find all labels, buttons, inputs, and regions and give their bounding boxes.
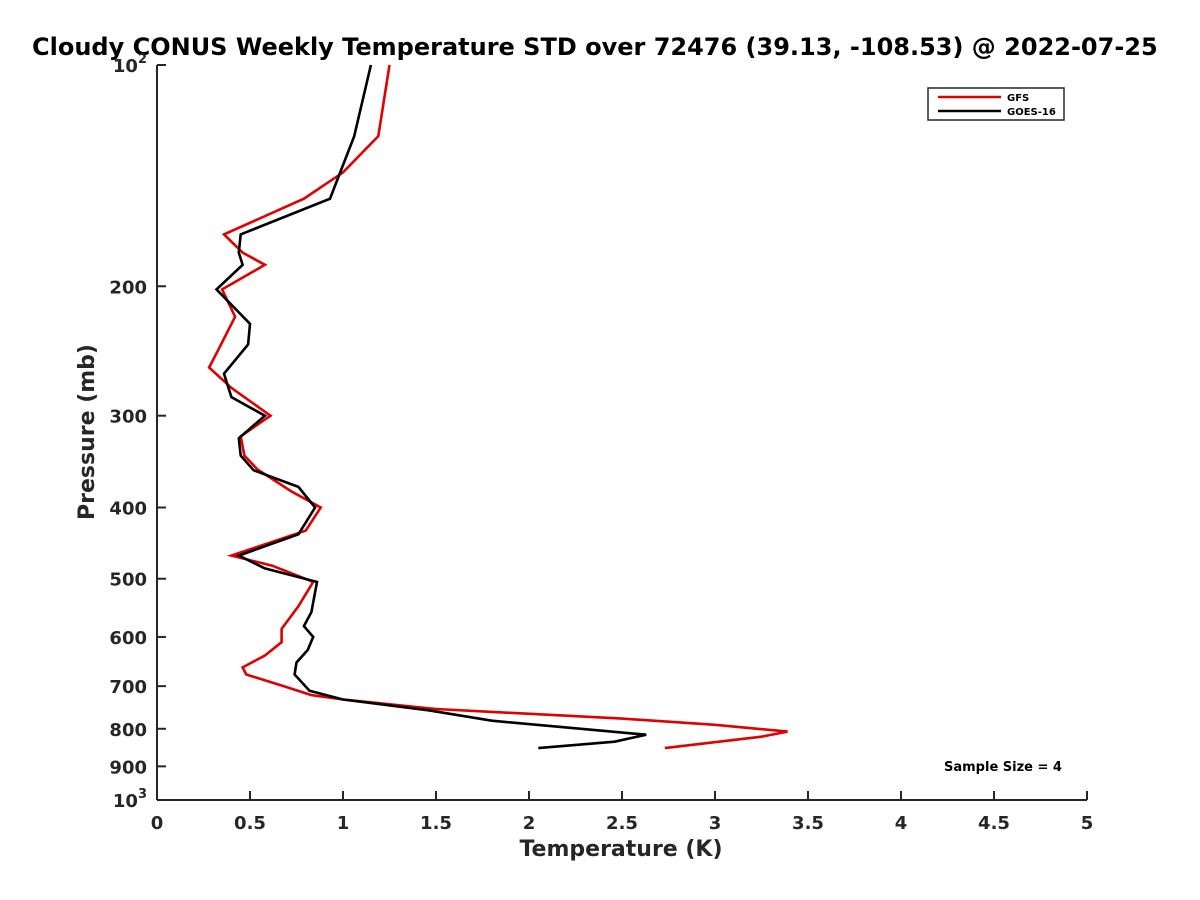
- x-tick-label: 1.5: [420, 813, 452, 834]
- x-tick-label: 0: [151, 813, 164, 834]
- x-tick-label: 4.5: [978, 813, 1010, 834]
- y-tick-label: 700: [109, 677, 147, 698]
- legend: GFS GOES-16: [927, 87, 1065, 121]
- y-tick-base: 10: [113, 791, 138, 812]
- x-tick-label: 0.5: [234, 813, 266, 834]
- legend-label: GFS: [1007, 93, 1029, 104]
- x-axis-label: Temperature (K): [519, 837, 722, 862]
- legend-items: GFS GOES-16: [938, 93, 1056, 118]
- x-tick-label: 3.5: [792, 813, 824, 834]
- y-tick-exponent: 2: [138, 52, 147, 67]
- y-tick-label: 500: [109, 570, 147, 591]
- y-tick-base: 10: [113, 56, 138, 77]
- series-lines: [207, 64, 788, 750]
- x-tick-label: 4: [895, 813, 908, 834]
- legend-label: GOES-16: [1007, 107, 1056, 118]
- y-tick-label: 800: [109, 720, 147, 741]
- y-tick-label: 102: [113, 52, 147, 77]
- x-tick-label: 5: [1081, 813, 1094, 834]
- y-tick-label: 900: [109, 757, 147, 778]
- y-tick-label: 300: [109, 407, 147, 428]
- y-tick-label: 103: [113, 787, 147, 812]
- y-tick-label: 400: [109, 499, 147, 520]
- y-tick-label: 200: [109, 277, 147, 298]
- legend-box: [927, 87, 1065, 121]
- y-axis-label: Pressure (mb): [75, 344, 100, 520]
- chart-title: Cloudy CONUS Weekly Temperature STD over…: [32, 33, 1158, 61]
- x-tick-label: 2.5: [606, 813, 638, 834]
- y-tick-exponent: 3: [138, 787, 147, 802]
- x-tick-label: 2: [523, 813, 536, 834]
- series-line-goes-16: [214, 64, 647, 750]
- x-tick-label: 3: [709, 813, 722, 834]
- y-tick-label: 600: [109, 628, 147, 649]
- x-tick-label: 1: [337, 813, 350, 834]
- x-ticks: 0 0.5 1 1.5 2 2.5 3 3.5 4 4.5 5: [151, 791, 1094, 834]
- sample-size-annotation: Sample Size = 4: [944, 760, 1062, 775]
